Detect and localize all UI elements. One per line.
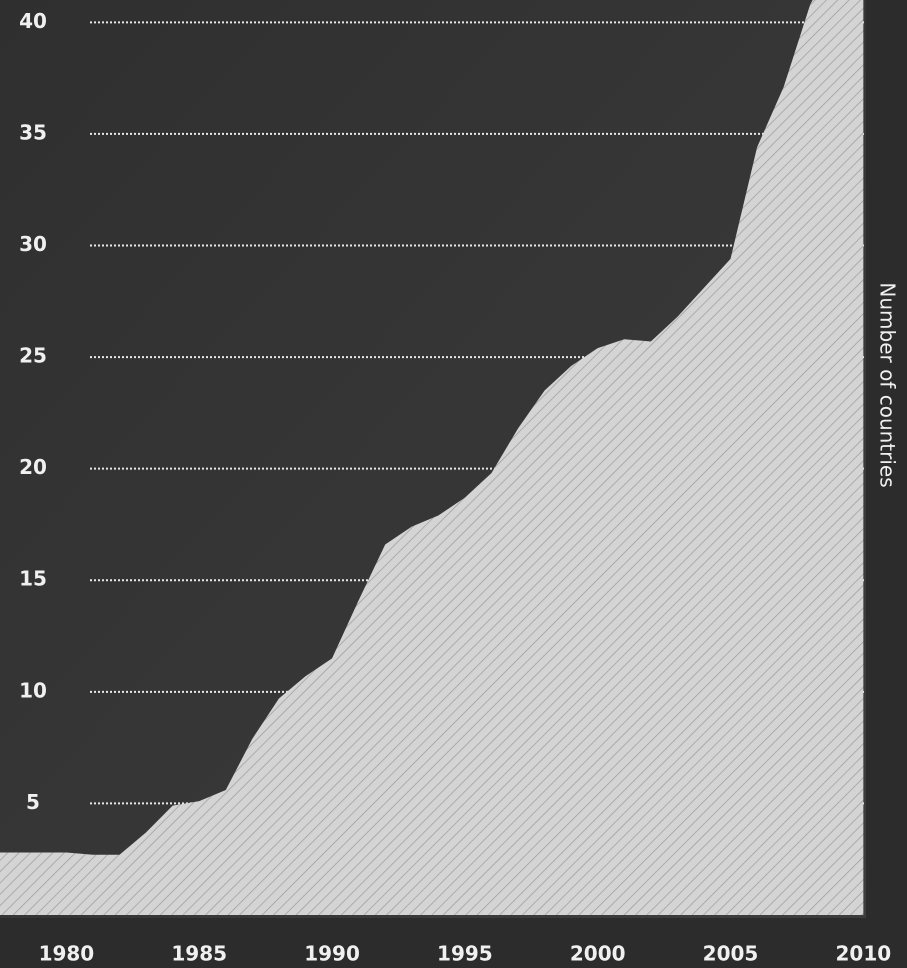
x-tick-label: 2005	[703, 942, 759, 966]
x-tick-label: 1990	[304, 942, 360, 966]
x-tick-label: 2000	[570, 942, 626, 966]
y-tick-label: 15	[19, 567, 47, 591]
x-tick-label: 1980	[39, 942, 95, 966]
x-tick-label: 1985	[171, 942, 227, 966]
area-group	[0, 0, 864, 915]
y-tick-label: 5	[26, 790, 40, 814]
y-tick-label: 40	[19, 9, 47, 33]
x-tick-label: 1995	[437, 942, 493, 966]
y-tick-label: 30	[19, 232, 47, 256]
y-axis-label: Number of countries	[876, 282, 900, 487]
y-tick-label: 25	[19, 344, 47, 368]
y-tick-label: 35	[19, 120, 47, 144]
y-tick-label: 10	[19, 678, 47, 702]
x-tick-label: 2010	[836, 942, 892, 966]
y-tick-label: 20	[19, 455, 47, 479]
area	[0, 0, 864, 915]
